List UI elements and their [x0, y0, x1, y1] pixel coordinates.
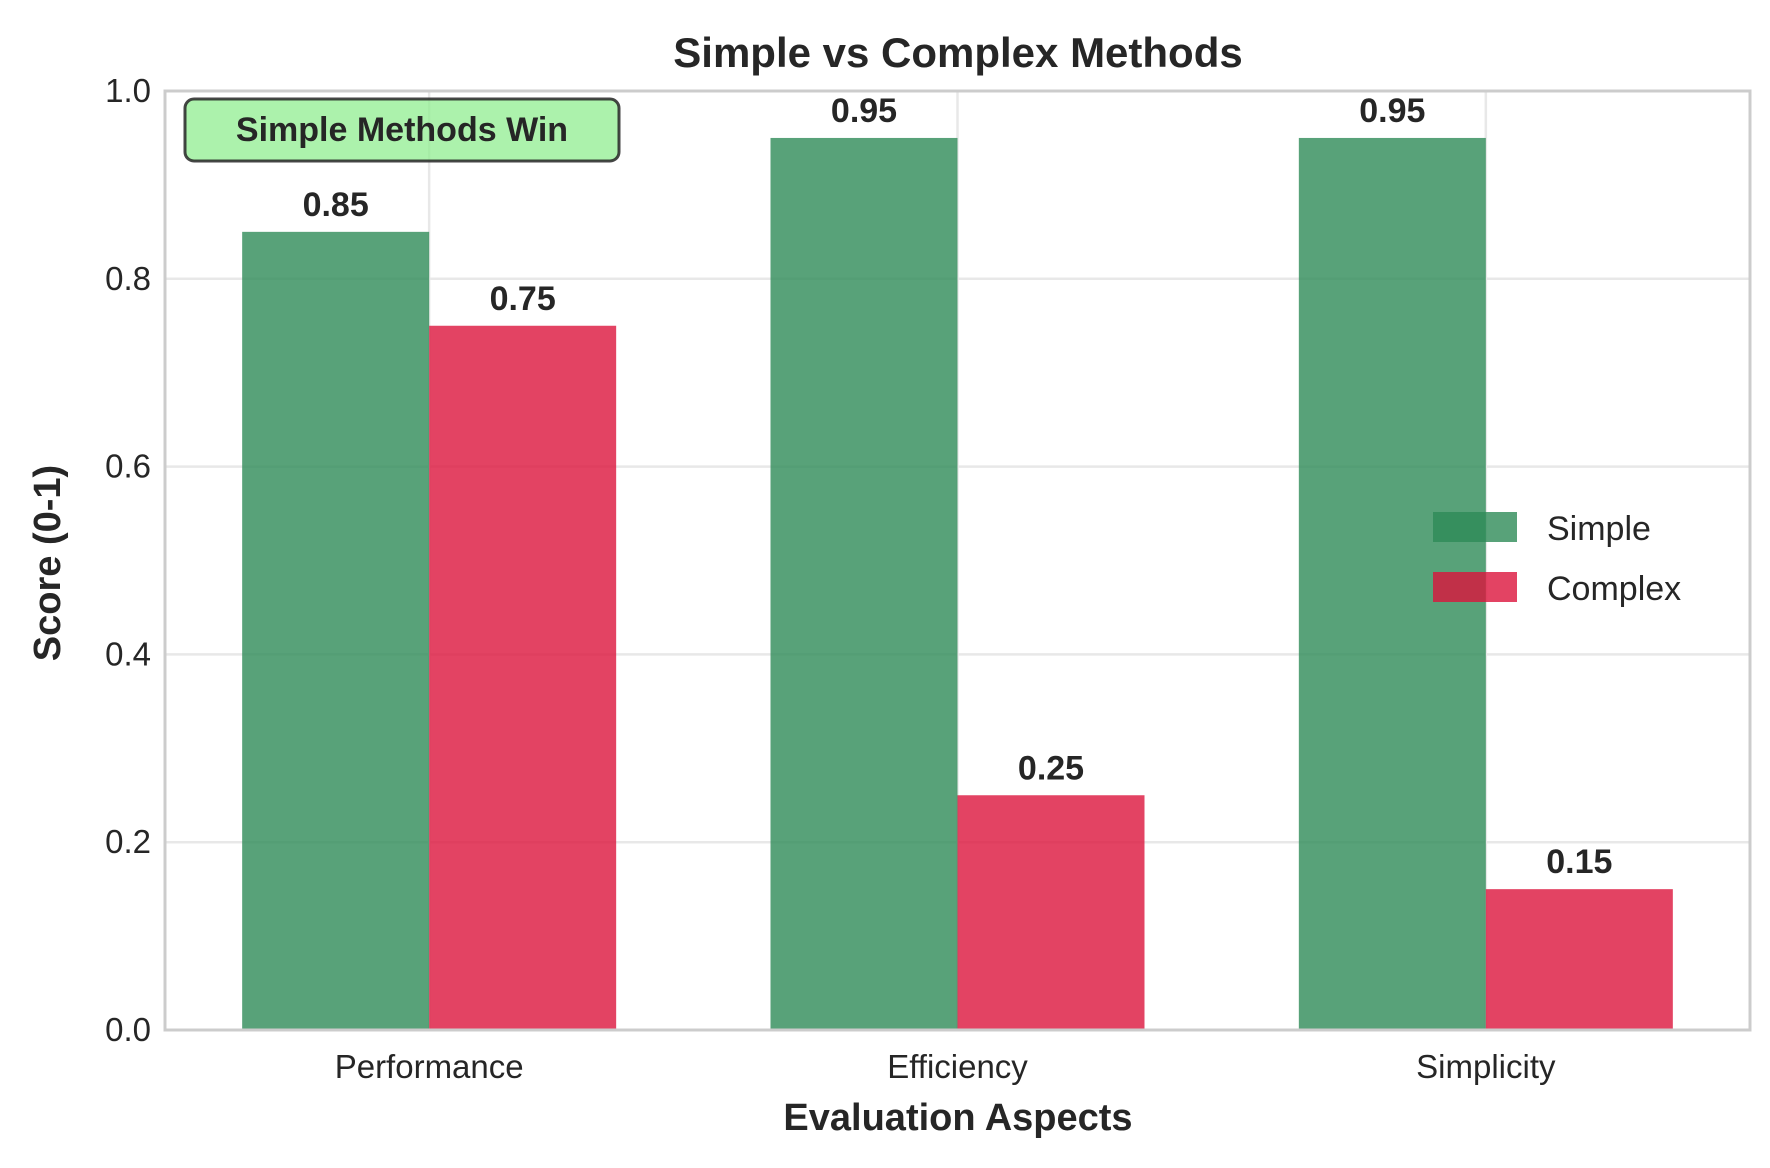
plot-frame [163, 89, 1752, 1032]
x-tick-label: Performance [335, 1048, 524, 1085]
legend-label-simple: Simple [1547, 510, 1651, 548]
value-label: 0.95 [1359, 92, 1425, 130]
x-tick-label: Simplicity [1416, 1048, 1556, 1085]
value-label: 0.85 [303, 186, 369, 224]
frame-layer [163, 89, 1752, 1032]
bar-simple-performance [242, 231, 430, 1031]
x-axis-label: Evaluation Aspects [783, 1097, 1132, 1139]
annotation-background [183, 97, 621, 163]
label-layer: 0.85 0.95 0.95 0.75 0.25 0.15 [303, 92, 1613, 881]
y-axis-label: Score (0-1) [27, 465, 69, 661]
y-tick-label: 0.8 [105, 260, 151, 297]
tick-layer: 0.0 0.2 0.4 0.6 0.8 1.0 Performance Efficiency S… [105, 72, 1556, 1085]
annotation-box: Simple Methods Win [183, 97, 621, 163]
bar-simple-efficiency [770, 137, 958, 1030]
y-tick-label: 0.2 [105, 823, 151, 860]
legend-label-complex: Complex [1547, 570, 1681, 608]
bar-complex-performance [429, 325, 617, 1030]
annotation-text: Simple Methods Win [236, 111, 568, 149]
value-label: 0.15 [1546, 843, 1612, 881]
bar-complex-efficiency [957, 795, 1145, 1030]
bar-complex-simplicity [1485, 889, 1673, 1030]
y-tick-label: 1.0 [105, 72, 151, 109]
chart-title: Simple vs Complex Methods [673, 29, 1242, 76]
y-tick-label: 0.4 [105, 635, 151, 672]
legend: Simple Complex [1433, 510, 1681, 608]
legend-swatch-complex [1433, 572, 1517, 602]
value-label: 0.75 [490, 280, 556, 318]
value-label: 0.95 [831, 92, 897, 130]
y-tick-label: 0.0 [105, 1011, 151, 1048]
x-tick-label: Efficiency [887, 1048, 1028, 1085]
legend-swatch-simple [1433, 512, 1517, 542]
y-tick-label: 0.6 [105, 448, 151, 485]
value-label: 0.25 [1018, 749, 1084, 787]
